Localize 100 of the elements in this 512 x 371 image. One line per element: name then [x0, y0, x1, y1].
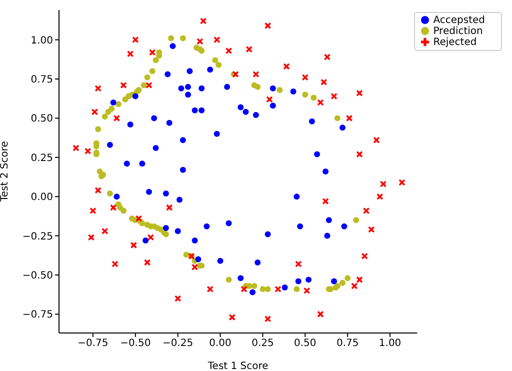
- point: [341, 223, 348, 230]
- point: [132, 36, 139, 44]
- x-tick-label: 0.25: [252, 338, 274, 350]
- point: [139, 160, 146, 167]
- x-tick-label: −0.50: [120, 338, 151, 350]
- point: [225, 47, 232, 54]
- x-tick-label: 0.50: [294, 338, 316, 350]
- point: [124, 160, 130, 167]
- legend-label: Prediction: [433, 26, 483, 37]
- point: [207, 66, 214, 73]
- point: [178, 85, 184, 92]
- point: [176, 196, 183, 203]
- point: [294, 260, 302, 268]
- point: [282, 284, 288, 291]
- point: [346, 114, 353, 122]
- y-tick-label: −0.50: [22, 270, 53, 282]
- point: [106, 142, 113, 148]
- y-axis-title: Test 2 Score: [0, 141, 11, 202]
- point: [185, 92, 192, 98]
- point: [101, 228, 108, 234]
- point: [166, 120, 172, 126]
- point: [148, 48, 156, 56]
- y-tick-label: 0.50: [30, 114, 53, 125]
- point: [331, 278, 338, 284]
- point: [174, 228, 181, 234]
- y-tick-label: 0.00: [30, 192, 53, 204]
- point: [135, 215, 142, 222]
- point: [264, 22, 272, 30]
- point: [362, 207, 370, 214]
- point: [144, 259, 151, 266]
- point: [126, 50, 134, 58]
- point: [252, 70, 260, 78]
- x-tick-label: 0.75: [336, 338, 359, 350]
- point: [142, 237, 149, 244]
- point: [266, 96, 273, 103]
- point: [204, 223, 210, 230]
- y-tick-label: 0.75: [30, 74, 53, 86]
- point: [195, 256, 202, 262]
- point: [324, 232, 330, 239]
- point: [264, 315, 272, 322]
- point: [320, 78, 328, 86]
- point: [162, 190, 169, 196]
- y-tick-label: −0.75: [22, 310, 53, 321]
- point: [206, 286, 214, 292]
- point: [398, 179, 406, 186]
- point: [110, 204, 117, 211]
- point: [270, 102, 276, 109]
- point: [330, 92, 338, 100]
- point: [240, 286, 248, 292]
- point: [294, 194, 300, 200]
- point: [120, 82, 127, 89]
- point: [147, 234, 154, 241]
- point: [84, 148, 92, 155]
- point: [91, 108, 98, 116]
- point: [198, 85, 205, 92]
- point: [380, 180, 387, 188]
- point: [246, 46, 253, 53]
- point: [213, 36, 220, 44]
- legend-label: Accepsted: [433, 15, 485, 26]
- point: [72, 144, 80, 152]
- point: [164, 71, 171, 78]
- point: [308, 118, 315, 124]
- point: [290, 88, 296, 95]
- point: [373, 136, 380, 144]
- point: [302, 74, 309, 81]
- point: [356, 276, 363, 284]
- point: [314, 151, 320, 158]
- point: [324, 54, 331, 60]
- y-tick-label: −0.25: [22, 231, 53, 242]
- point: [113, 114, 120, 122]
- point: [180, 166, 186, 173]
- point: [198, 107, 205, 114]
- legend-label: Rejected: [433, 37, 477, 48]
- point: [130, 242, 138, 249]
- point: [264, 231, 271, 238]
- x-tick-label: 0.00: [209, 338, 232, 350]
- point: [356, 150, 363, 158]
- point: [90, 207, 96, 214]
- point: [317, 99, 324, 106]
- point: [191, 264, 198, 271]
- y-tick-label: 1.00: [30, 35, 53, 46]
- point: [146, 188, 152, 195]
- point: [322, 198, 329, 205]
- point: [295, 278, 302, 284]
- point: [214, 130, 220, 137]
- point: [152, 144, 159, 151]
- point: [127, 121, 134, 128]
- point: [297, 223, 304, 230]
- point: [242, 108, 249, 115]
- point: [317, 310, 324, 318]
- point: [200, 18, 207, 24]
- point: [217, 258, 224, 264]
- point: [283, 63, 290, 70]
- point: [238, 104, 244, 110]
- point: [254, 259, 261, 266]
- point: [151, 115, 158, 122]
- point: [114, 194, 120, 200]
- point: [226, 220, 232, 226]
- point: [88, 234, 95, 241]
- point: [162, 224, 169, 231]
